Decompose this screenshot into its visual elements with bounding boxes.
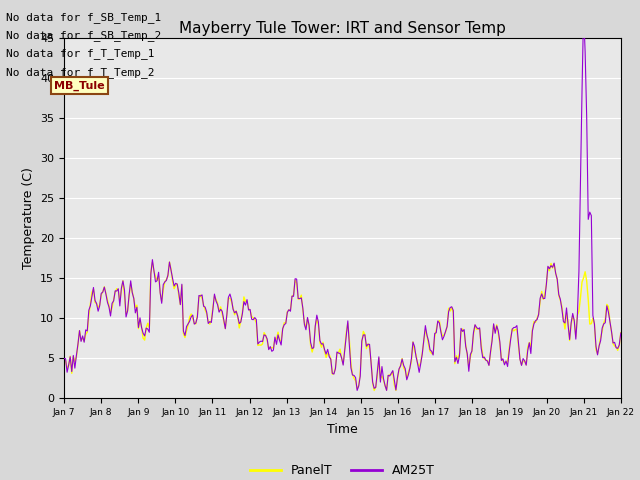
Text: No data for f_T_Temp_1: No data for f_T_Temp_1	[6, 48, 155, 60]
Text: No data for f_SB_Temp_1: No data for f_SB_Temp_1	[6, 12, 162, 23]
Text: MB_Tule: MB_Tule	[54, 81, 105, 91]
X-axis label: Time: Time	[327, 423, 358, 436]
Y-axis label: Temperature (C): Temperature (C)	[22, 168, 35, 269]
Title: Mayberry Tule Tower: IRT and Sensor Temp: Mayberry Tule Tower: IRT and Sensor Temp	[179, 21, 506, 36]
Text: No data for f_SB_Temp_2: No data for f_SB_Temp_2	[6, 30, 162, 41]
Legend: PanelT, AM25T: PanelT, AM25T	[244, 459, 440, 480]
Text: No data for f_T_Temp_2: No data for f_T_Temp_2	[6, 67, 155, 78]
